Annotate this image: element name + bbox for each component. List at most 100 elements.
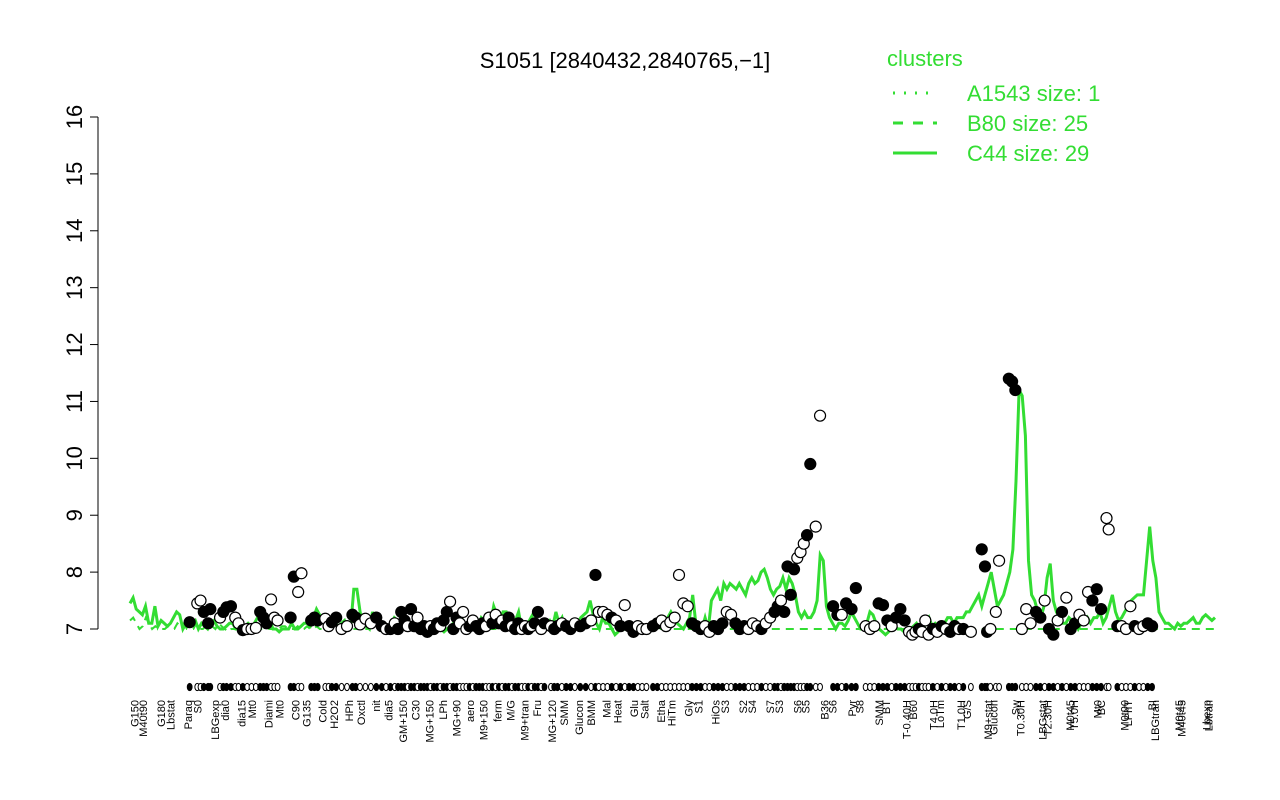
data-point bbox=[370, 611, 383, 624]
data-point bbox=[271, 614, 284, 627]
rug-mark bbox=[1027, 682, 1034, 692]
y-tick-label: 10 bbox=[62, 446, 87, 470]
x-tick-label: M/G bbox=[505, 700, 517, 721]
data-point bbox=[183, 616, 196, 629]
x-tick-label: BC bbox=[1096, 700, 1108, 715]
x-tick-label: LPhT bbox=[1123, 700, 1135, 727]
x-tick-label: T2.30H bbox=[1042, 700, 1054, 736]
x-tick-label: dia15 bbox=[237, 700, 249, 727]
x-tick-label: Glucon bbox=[989, 700, 1001, 735]
data-point bbox=[194, 594, 207, 607]
data-point bbox=[672, 568, 686, 582]
rug-mark bbox=[643, 682, 650, 692]
data-point bbox=[984, 622, 997, 636]
data-point bbox=[716, 617, 729, 630]
x-tick-label: HiOs bbox=[711, 700, 723, 725]
data-point bbox=[292, 585, 305, 599]
data-point bbox=[443, 595, 457, 608]
rug-mark bbox=[186, 682, 193, 692]
data-point bbox=[618, 599, 631, 612]
rug-mark bbox=[373, 682, 380, 692]
data-point bbox=[668, 611, 681, 624]
data-point bbox=[456, 605, 470, 619]
data-point bbox=[589, 568, 602, 582]
rug-mark bbox=[362, 682, 369, 692]
data-point bbox=[876, 599, 890, 612]
data-point bbox=[868, 620, 881, 633]
rug-mark bbox=[967, 682, 974, 692]
rug-mark bbox=[843, 682, 849, 692]
x-tick-label: Sw bbox=[1010, 700, 1022, 715]
x-tick-label: Pyr bbox=[847, 700, 859, 717]
rug-mark bbox=[852, 682, 859, 692]
rug-mark bbox=[1105, 682, 1112, 692]
x-tick-label: Heat bbox=[613, 700, 625, 723]
x-tick-label: HPh bbox=[344, 700, 356, 721]
data-point bbox=[1060, 591, 1073, 604]
x-tick-label: Mt0 bbox=[1092, 700, 1104, 718]
y-tick-label: 7 bbox=[62, 623, 87, 635]
x-tick-label: ferm bbox=[492, 700, 504, 722]
x-tick-label: MG+120 bbox=[547, 700, 559, 743]
x-tick-label: S6 bbox=[792, 700, 804, 713]
data-point bbox=[787, 563, 801, 576]
x-tick-label: Mt0 bbox=[274, 700, 286, 718]
x-tick-label: dia0 bbox=[220, 700, 232, 721]
x-tick-label: M9+stat bbox=[983, 700, 995, 739]
rug-mark bbox=[1098, 682, 1104, 692]
data-point bbox=[585, 614, 598, 627]
data-point bbox=[778, 605, 791, 619]
x-tick-label: Paraq bbox=[183, 700, 195, 729]
data-point bbox=[1145, 620, 1159, 633]
data-point bbox=[440, 605, 453, 619]
data-point bbox=[894, 602, 907, 616]
x-tick-label: Diami bbox=[264, 700, 276, 728]
x-tick-label: Cold bbox=[317, 700, 329, 723]
x-tick-label: Fru bbox=[532, 700, 544, 717]
x-tick-label: Mt0 bbox=[247, 700, 259, 718]
legend-label-3: C44 size: 29 bbox=[967, 141, 1089, 166]
data-point bbox=[202, 617, 215, 630]
x-tick-label: T1.0H bbox=[956, 700, 968, 730]
y-tick-label: 11 bbox=[62, 390, 87, 413]
y-tick-label: 15 bbox=[62, 162, 87, 186]
data-point bbox=[1024, 617, 1037, 630]
data-point bbox=[975, 543, 988, 556]
x-tick-label: S5 bbox=[801, 700, 813, 713]
data-point bbox=[992, 554, 1006, 567]
x-tick-label: LoTm bbox=[935, 700, 947, 728]
rug-mark bbox=[807, 682, 814, 692]
x-tick-label: H2O2 bbox=[329, 700, 341, 729]
rug-mark bbox=[367, 682, 374, 692]
data-point bbox=[804, 457, 817, 471]
x-tick-label: T0.30H bbox=[1016, 700, 1028, 736]
data-point bbox=[249, 621, 262, 634]
data-point bbox=[989, 605, 1002, 619]
x-tick-label: C90 bbox=[290, 700, 302, 720]
x-tick-label: B60 bbox=[908, 700, 920, 720]
x-tick-label: C30 bbox=[411, 700, 423, 720]
rug-mark bbox=[960, 682, 967, 692]
x-tick-label: S3 bbox=[720, 700, 732, 713]
x-tick-label: Lbstat bbox=[165, 700, 177, 730]
rug-mark bbox=[274, 682, 281, 692]
x-tick-label: Oxctl bbox=[356, 700, 368, 725]
x-tick-label: M40t45 bbox=[1177, 700, 1189, 737]
x-tick-label: S3 bbox=[774, 700, 786, 713]
x-tick-label: Lbtran bbox=[1203, 700, 1215, 731]
rug-mark bbox=[1012, 682, 1019, 692]
data-point bbox=[1094, 602, 1108, 616]
x-tick-label: BT bbox=[881, 700, 893, 714]
chart-title: S1051 [2840432,2840765,−1] bbox=[480, 48, 771, 73]
legend-title: clusters bbox=[887, 46, 963, 71]
x-tick-label: T-0.40H bbox=[901, 700, 913, 739]
data-point bbox=[1124, 600, 1137, 613]
data-point bbox=[264, 593, 278, 606]
x-tick-label: LBGstat bbox=[1038, 700, 1050, 740]
data-point bbox=[849, 581, 862, 595]
rug-mark bbox=[338, 682, 345, 692]
x-tick-label: SMM bbox=[559, 700, 571, 726]
x-tick-label: BMM bbox=[586, 700, 598, 726]
x-tick-label: T4.0H bbox=[929, 700, 941, 730]
data-point bbox=[1102, 523, 1115, 536]
